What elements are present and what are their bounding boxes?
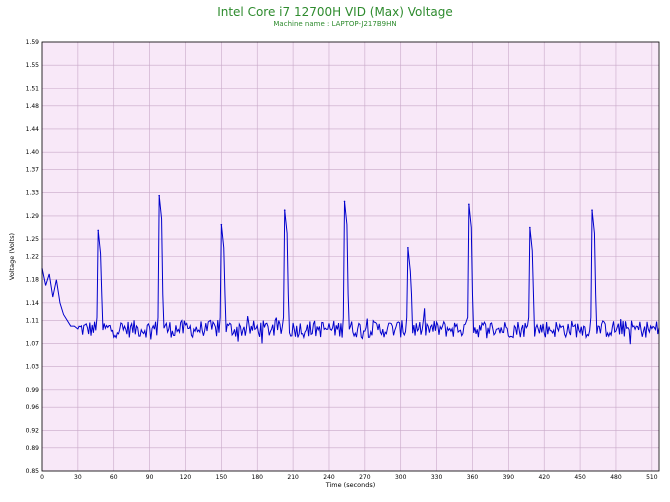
y-tick-label: 0.92 <box>26 427 40 434</box>
series-peak-point <box>529 226 531 229</box>
y-tick-label: 1.37 <box>26 167 40 174</box>
y-tick-label: 1.07 <box>26 340 40 347</box>
y-tick-label: 1.03 <box>26 364 40 371</box>
x-tick-label: 510 <box>646 474 658 481</box>
y-tick-label: 0.89 <box>26 445 40 452</box>
x-tick-label: 30 <box>74 474 82 481</box>
y-tick-label: 1.11 <box>26 317 40 324</box>
x-tick-label: 450 <box>574 474 586 481</box>
series-peak-point <box>158 194 160 197</box>
y-tick-label: 0.85 <box>26 468 40 475</box>
x-tick-label: 90 <box>146 474 154 481</box>
y-tick-label: 1.22 <box>26 254 40 261</box>
x-tick-label: 420 <box>538 474 550 481</box>
x-tick-label: 480 <box>610 474 622 481</box>
y-tick-label: 1.40 <box>26 149 40 156</box>
chart-title: Intel Core i7 12700H VID (Max) Voltage <box>217 5 453 19</box>
y-tick-label: 1.18 <box>26 277 40 284</box>
series-peak-point <box>343 200 346 203</box>
y-tick-label: 0.99 <box>26 387 40 394</box>
x-tick-label: 180 <box>252 474 264 481</box>
x-tick-label: 300 <box>395 474 407 481</box>
series-peak-point <box>591 209 593 211</box>
y-tick-label: 1.51 <box>26 85 40 92</box>
y-tick-label: 0.96 <box>26 404 40 411</box>
x-tick-label: 150 <box>216 474 228 481</box>
x-tick-label: 120 <box>180 474 192 481</box>
ticks: 0 30 60 90 120 150 180 210 240 270 300 330 360 390 420… <box>26 39 658 481</box>
x-tick-label: 0 <box>40 474 44 481</box>
y-tick-label: 1.55 <box>26 62 40 69</box>
series-peak-point <box>97 229 99 232</box>
x-axis-label: Time (seconds) <box>325 481 376 489</box>
x-tick-label: 390 <box>503 474 515 481</box>
series-line-vid <box>41 195 660 345</box>
x-tick-label: 240 <box>323 474 335 481</box>
x-tick-label: 60 <box>110 474 118 481</box>
x-tick-label: 270 <box>359 474 371 481</box>
y-axis-label: Voltage (Volts) <box>8 233 16 280</box>
x-tick-label: 360 <box>467 474 479 481</box>
x-tick-label: 330 <box>431 474 443 481</box>
y-tick-label: 1.14 <box>26 300 40 307</box>
y-tick-label: 1.29 <box>26 213 40 220</box>
chart-subtitle: Machine name : LAPTOP-J217B9HN <box>273 20 397 28</box>
y-tick-label: 1.44 <box>26 126 40 133</box>
y-tick-label: 1.25 <box>26 236 40 243</box>
series-peak-point <box>468 203 470 206</box>
series-peak-point <box>407 247 409 249</box>
plot-frame <box>41 41 660 472</box>
x-tick-label: 210 <box>287 474 299 481</box>
series-peak-point <box>220 223 223 226</box>
y-tick-label: 1.59 <box>26 39 40 46</box>
y-tick-label: 1.48 <box>26 103 40 110</box>
y-tick-label: 1.33 <box>26 190 40 197</box>
series-peak-point <box>283 209 286 211</box>
